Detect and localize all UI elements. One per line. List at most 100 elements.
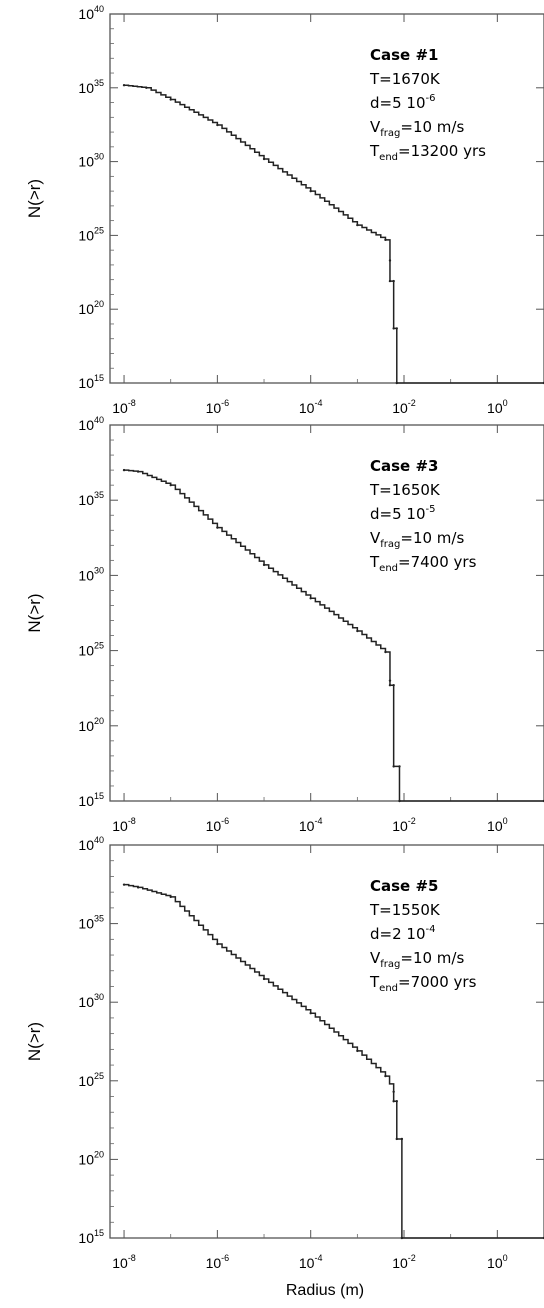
- annotation-line: Vfrag=10 m/s: [370, 118, 464, 139]
- data-point: [136, 470, 140, 473]
- y-tick-label: 1040: [78, 415, 104, 433]
- data-point: [262, 977, 266, 981]
- y-tick-label: 1040: [78, 4, 104, 22]
- annotation-line: d=5 10-6: [370, 93, 435, 112]
- y-tick-label: 1020: [78, 716, 104, 734]
- x-axis-label: Radius (m): [286, 1282, 364, 1299]
- y-tick-label: 1030: [78, 992, 104, 1010]
- x-tick-label: 10-8: [112, 398, 136, 416]
- annotation-line: Tend=13200 yrs: [369, 142, 486, 163]
- x-tick-label: 10-6: [206, 1253, 230, 1271]
- annotation-line: Tend=7400 yrs: [369, 553, 477, 574]
- data-point: [356, 223, 359, 227]
- plot-frame: [109, 13, 544, 384]
- data-point: [122, 84, 126, 87]
- data-point: [384, 650, 387, 654]
- chart-panel-1: 1015 1020 1025 1030 1035 1040 10-8 10-6 10-4 10-2…: [25, 4, 544, 416]
- data-point: [309, 597, 312, 600]
- data-point: [145, 86, 148, 90]
- y-tick-label: 1020: [78, 1149, 104, 1167]
- x-tick-label: 100: [487, 1253, 508, 1271]
- data-point: [136, 886, 140, 889]
- annotation-title: Case #3: [370, 457, 438, 475]
- y-tick-label: 1025: [78, 225, 104, 243]
- plot-frame: [109, 424, 544, 802]
- annotation-line: d=5 10-5: [370, 504, 435, 523]
- y-tick-label: 1015: [78, 791, 104, 809]
- y-tick-label: 1035: [78, 78, 104, 96]
- data-point: [122, 883, 126, 886]
- annotation-title: Case #1: [370, 46, 438, 64]
- data-point: [395, 327, 398, 330]
- y-tick-label: 1035: [78, 490, 104, 508]
- data-point: [392, 1090, 395, 1093]
- series-line: [124, 883, 544, 1239]
- data-point: [309, 1011, 312, 1015]
- y-tick-label: 1035: [78, 914, 104, 932]
- data-point: [216, 942, 219, 946]
- data-point: [395, 1137, 398, 1141]
- data-point: [388, 679, 392, 682]
- data-point: [309, 189, 312, 193]
- data-point: [169, 98, 172, 101]
- y-tick-label: 1015: [78, 1228, 104, 1246]
- annotation-line: T=1670K: [369, 70, 441, 88]
- annotation-line: d=2 10-4: [370, 924, 435, 943]
- data-point: [384, 238, 387, 242]
- series-line: [124, 84, 544, 384]
- data-point: [398, 765, 401, 768]
- x-tick-label: 10-4: [299, 1253, 323, 1271]
- x-tick-label: 10-2: [392, 816, 416, 834]
- annotation-line: T=1550K: [369, 901, 441, 919]
- y-tick-label: 1020: [78, 299, 104, 317]
- x-tick-label: 10-8: [112, 1253, 136, 1271]
- x-tick-label: 10-4: [299, 398, 323, 416]
- y-axis-label: N(>r): [25, 593, 44, 632]
- data-point: [384, 1074, 387, 1078]
- data-point: [398, 799, 401, 803]
- x-tick-label: 10-6: [206, 816, 230, 834]
- plot-frame: [109, 844, 544, 1239]
- data-point: [400, 1236, 404, 1240]
- data-point: [392, 327, 395, 330]
- data-point: [392, 765, 395, 768]
- y-tick-label: 1030: [78, 565, 104, 583]
- x-tick-label: 10-4: [299, 816, 323, 834]
- data-point: [356, 1049, 359, 1053]
- data-point: [356, 629, 359, 633]
- x-tick-label: 10-2: [392, 1253, 416, 1271]
- y-tick-label: 1025: [78, 1071, 104, 1089]
- y-tick-label: 1040: [78, 835, 104, 853]
- annotation-line: Tend=7000 yrs: [369, 973, 477, 994]
- data-point: [395, 381, 398, 385]
- data-point: [392, 1100, 395, 1103]
- y-tick-label: 1025: [78, 641, 104, 659]
- data-point: [400, 1137, 404, 1141]
- x-tick-label: 100: [487, 398, 508, 416]
- x-tick-label: 10-6: [206, 398, 230, 416]
- annotation-line: Vfrag=10 m/s: [370, 949, 464, 970]
- y-tick-label: 1015: [78, 373, 104, 391]
- annotation-title: Case #5: [370, 877, 438, 895]
- data-point: [169, 895, 172, 899]
- annotation-line: Vfrag=10 m/s: [370, 529, 464, 550]
- data-point: [216, 123, 219, 127]
- y-axis-label: N(>r): [25, 1022, 44, 1061]
- series-line: [124, 469, 544, 802]
- data-point: [388, 684, 392, 687]
- data-point: [262, 563, 266, 567]
- x-tick-label: 100: [487, 816, 508, 834]
- data-point: [169, 483, 172, 487]
- data-point: [216, 526, 219, 529]
- x-tick-label: 10-8: [112, 816, 136, 834]
- chart-panel-3: 1015 1020 1025 1030 1035 1040 10-8 10-6 10-4 10-2…: [25, 835, 544, 1271]
- data-point: [122, 468, 126, 472]
- x-tick-label: 10-2: [392, 398, 416, 416]
- data-point: [388, 279, 392, 283]
- chart-panel-2: 1015 1020 1025 1030 1035 1040 10-8 10-6 10-4 10-2…: [25, 415, 544, 834]
- annotation-line: T=1650K: [369, 481, 441, 499]
- data-point: [395, 1100, 398, 1103]
- y-axis-label: N(>r): [25, 179, 44, 218]
- data-point: [388, 259, 392, 262]
